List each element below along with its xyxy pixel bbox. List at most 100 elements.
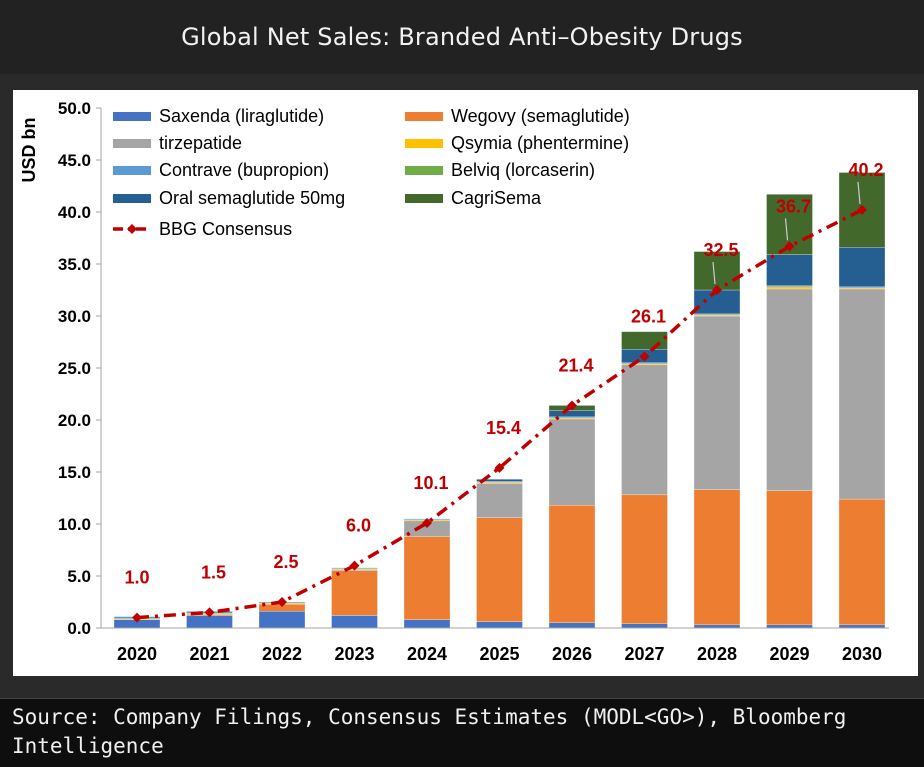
bar-segment [331,615,378,629]
consensus-data-label: 2.5 [273,552,298,572]
legend-label: Contrave (bupropion) [159,160,329,180]
bar-segment [621,362,668,364]
y-tick-label: 0.0 [67,619,91,638]
y-tick-label: 5.0 [67,567,91,586]
y-tick-label: 45.0 [58,151,91,170]
bar-segment [548,505,596,623]
consensus-data-label: 15.4 [486,418,521,438]
bar-segment [621,331,668,350]
label-leader-line [784,218,789,241]
consensus-marker [494,462,505,473]
y-tick-label: 40.0 [58,203,91,222]
bar-segment [766,490,813,626]
consensus-marker [857,204,867,215]
bar-segment [766,254,813,286]
bar-segment [766,285,813,288]
x-tick-label: 2023 [334,644,374,664]
x-tick-label: 2021 [189,644,229,664]
header-bar: Global Net Sales: Branded Anti–Obesity D… [0,0,924,74]
legend-marker [127,224,137,234]
legend-label: CagriSema [451,188,542,208]
bar-segment [331,570,378,616]
bar-segment [621,494,668,624]
consensus-data-label: 36.7 [776,196,811,216]
consensus-data-label: 10.1 [413,473,448,493]
legend-label: Wegovy (semaglutide) [451,106,630,126]
consensus-marker [712,285,722,295]
bar-segment [621,363,668,366]
bar-segment [693,251,741,291]
legend-label: Qsymia (phentermine) [451,133,629,153]
x-tick-label: 2020 [117,644,157,664]
y-tick-label: 10.0 [58,515,91,534]
legend-label: Belviq (lorcaserin) [451,160,595,180]
bar-segment [838,498,886,626]
chart-container: 0.0 5.0 10.0 15.0 20.0 25.0 30.0 35.0 40.0 45.0 50… [13,90,918,676]
consensus-data-label: 1.0 [124,568,149,588]
bar-segment [838,288,886,500]
bar-segment [403,536,451,620]
legend-swatch [405,194,443,203]
bar-segment [693,314,741,317]
bar-segment [476,482,523,484]
consensus-marker [422,517,432,528]
bar-segment [621,364,668,496]
legend-label: Saxenda (liraglutide) [159,106,324,126]
label-leader-line [857,181,861,204]
legend-swatch [405,112,443,121]
bar-segment [476,483,523,518]
y-tick-label: 25.0 [58,359,91,378]
bar-segment [476,479,523,482]
consensus-marker [784,241,795,252]
consensus-marker [132,612,142,623]
x-tick-label: 2026 [552,644,592,664]
y-tick-label: 15.0 [58,463,91,482]
page-title: Global Net Sales: Branded Anti–Obesity D… [181,23,743,51]
bar-segment [693,315,741,490]
bar-segment [258,611,306,629]
y-tick-label: 30.0 [58,307,91,326]
bar-segment [693,313,741,316]
legend-swatch [405,166,443,175]
x-tick-label: 2024 [407,644,447,664]
y-tick-label: 35.0 [58,255,91,274]
legend-label: BBG Consensus [159,219,292,239]
consensus-data-label: 1.5 [201,562,226,582]
consensus-line [136,208,863,620]
legend-swatch [113,194,151,203]
bar-segment [476,621,523,629]
x-tick-label: 2022 [262,644,302,664]
stacked-bar-chart: 0.0 5.0 10.0 15.0 20.0 25.0 30.0 35.0 40.0 45.0 50… [19,99,889,664]
legend-label: Oral semaglutide 50mg [159,188,345,208]
bar-segment [766,288,813,491]
bar-segment [548,418,596,506]
legend-swatch [113,166,151,175]
bar-segment [766,286,813,290]
legend-swatch [113,112,151,121]
consensus-data-label: 6.0 [346,516,371,536]
y-tick-label: 20.0 [58,411,91,430]
bar-segment [838,286,886,289]
x-tick-label: 2029 [769,644,809,664]
consensus-data-label: 21.4 [558,355,593,375]
bar-segment [838,247,886,288]
x-tick-label: 2028 [697,644,737,664]
consensus-marker [204,607,215,618]
x-tick-label: 2027 [624,644,664,664]
bar-segment [838,287,886,290]
consensus-marker [349,560,360,571]
consensus-data-label: 32.5 [703,240,738,260]
bar-segment [476,517,523,622]
source-note: Source: Company Filings, Consensus Estim… [0,698,924,767]
legend-swatch [113,139,151,148]
legend-label: tirzepatide [159,133,242,153]
bar-segment [548,622,596,629]
y-tick-label: 50.0 [58,99,91,118]
consensus-marker [639,351,650,362]
consensus-data-label: 26.1 [631,307,666,327]
consensus-marker [567,400,577,411]
consensus-marker [277,597,287,607]
bar-segment [403,619,451,629]
y-axis-label: USD bn [19,118,39,183]
label-leader-line [712,261,716,285]
